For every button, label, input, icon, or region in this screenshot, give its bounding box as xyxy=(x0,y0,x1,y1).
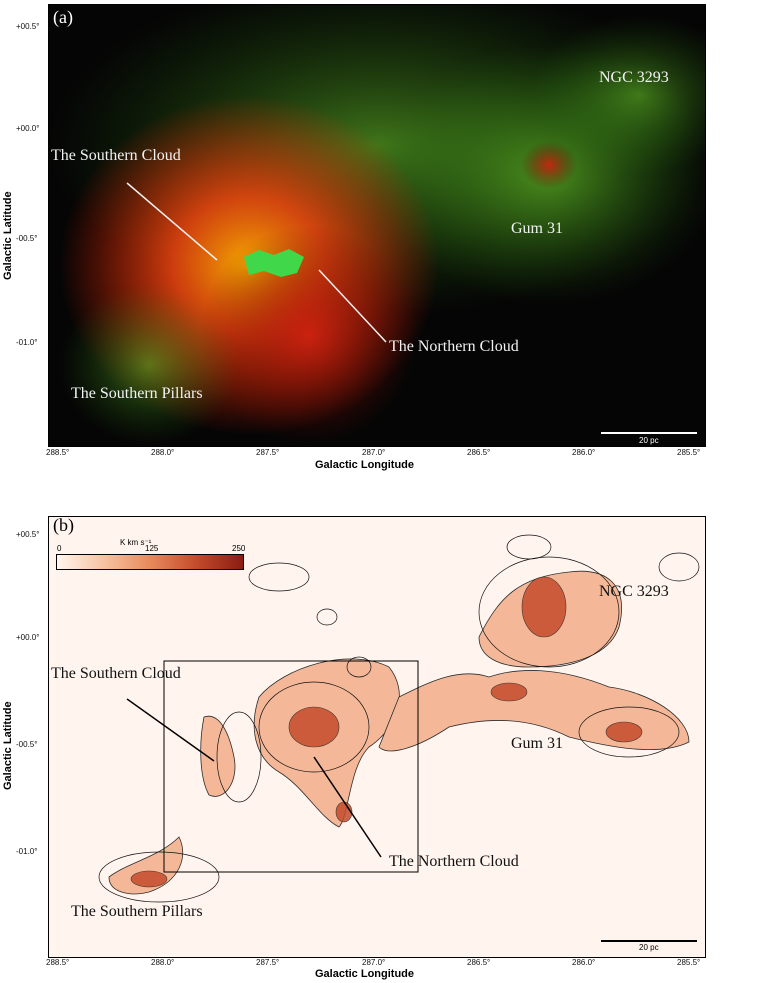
panel-a-xlabel: Galactic Longitude xyxy=(315,459,415,471)
panel-a-xtick: 286.5° xyxy=(467,448,491,457)
panel-a-ylabel: Galactic Latitude xyxy=(2,191,14,280)
panel-a-nebula xyxy=(49,5,705,445)
panel-b-xtick: 286.0° xyxy=(572,958,596,967)
colorbar-tick: 0 xyxy=(57,544,62,553)
panel-b-xlabel: Galactic Longitude xyxy=(315,968,415,980)
panel-b-xtick: 287.0° xyxy=(362,958,386,967)
colorbar xyxy=(56,554,244,570)
label-northern-cloud: The Northern Cloud xyxy=(389,338,519,355)
panel-a-tag: (a) xyxy=(53,7,73,27)
colorbar-unit: K km s⁻¹ xyxy=(120,538,152,547)
panel-b-xtick: 288.0° xyxy=(151,958,175,967)
panel-a-xtick: 287.0° xyxy=(362,448,386,457)
panel-a-ytick: +00.5° xyxy=(16,22,40,31)
colorbar-tick: 250 xyxy=(232,544,246,553)
panel-b-contour-map xyxy=(98,534,700,942)
label-southern-pillars: The Southern Pillars xyxy=(71,385,203,402)
label-northern-cloud: The Northern Cloud xyxy=(389,853,519,870)
panel-a-xtick: 287.5° xyxy=(256,448,280,457)
panel-b-ytick: +00.5° xyxy=(16,530,40,539)
panel-b-xtick: 287.5° xyxy=(256,958,280,967)
panel-a-ytick: -01.0° xyxy=(16,338,38,347)
panel-b-image: (b) The Southern Cloud The Northern Clou… xyxy=(48,516,706,958)
label-gum31: Gum 31 xyxy=(511,735,563,752)
panel-b-tag: (b) xyxy=(53,516,74,535)
label-ngc3293: NGC 3293 xyxy=(599,69,669,86)
panel-b-ytick: -00.5° xyxy=(16,740,38,749)
panel-a-xtick: 288.0° xyxy=(151,448,175,457)
panel-a-scalebar-label: 20 pc xyxy=(639,436,659,445)
panel-b-scalebar-label: 20 pc xyxy=(639,943,659,952)
panel-b-ytick: -01.0° xyxy=(16,847,38,856)
panel-b-xtick: 285.5° xyxy=(677,958,701,967)
panel-b-ytick: +00.0° xyxy=(16,633,40,642)
label-southern-cloud: The Southern Cloud xyxy=(51,147,181,164)
panel-b-ylabel: Galactic Latitude xyxy=(2,701,14,790)
panel-a-xtick: 286.0° xyxy=(572,448,596,457)
panel-a-xtick: 288.5° xyxy=(46,448,70,457)
label-southern-pillars: The Southern Pillars xyxy=(71,903,203,920)
panel-b-xtick: 286.5° xyxy=(467,958,491,967)
colorbar-tick: 125 xyxy=(145,544,159,553)
panel-a-ytick: -00.5° xyxy=(16,234,38,243)
panel-a-ytick: +00.0° xyxy=(16,124,40,133)
panel-a-xtick: 285.5° xyxy=(677,448,701,457)
label-ngc3293: NGC 3293 xyxy=(599,583,669,600)
label-southern-cloud: The Southern Cloud xyxy=(51,665,181,682)
panel-b-xtick: 288.5° xyxy=(46,958,70,967)
label-gum31: Gum 31 xyxy=(511,220,563,237)
panel-a-image: (a) The Southern Cloud The Northern Clou… xyxy=(48,4,706,447)
